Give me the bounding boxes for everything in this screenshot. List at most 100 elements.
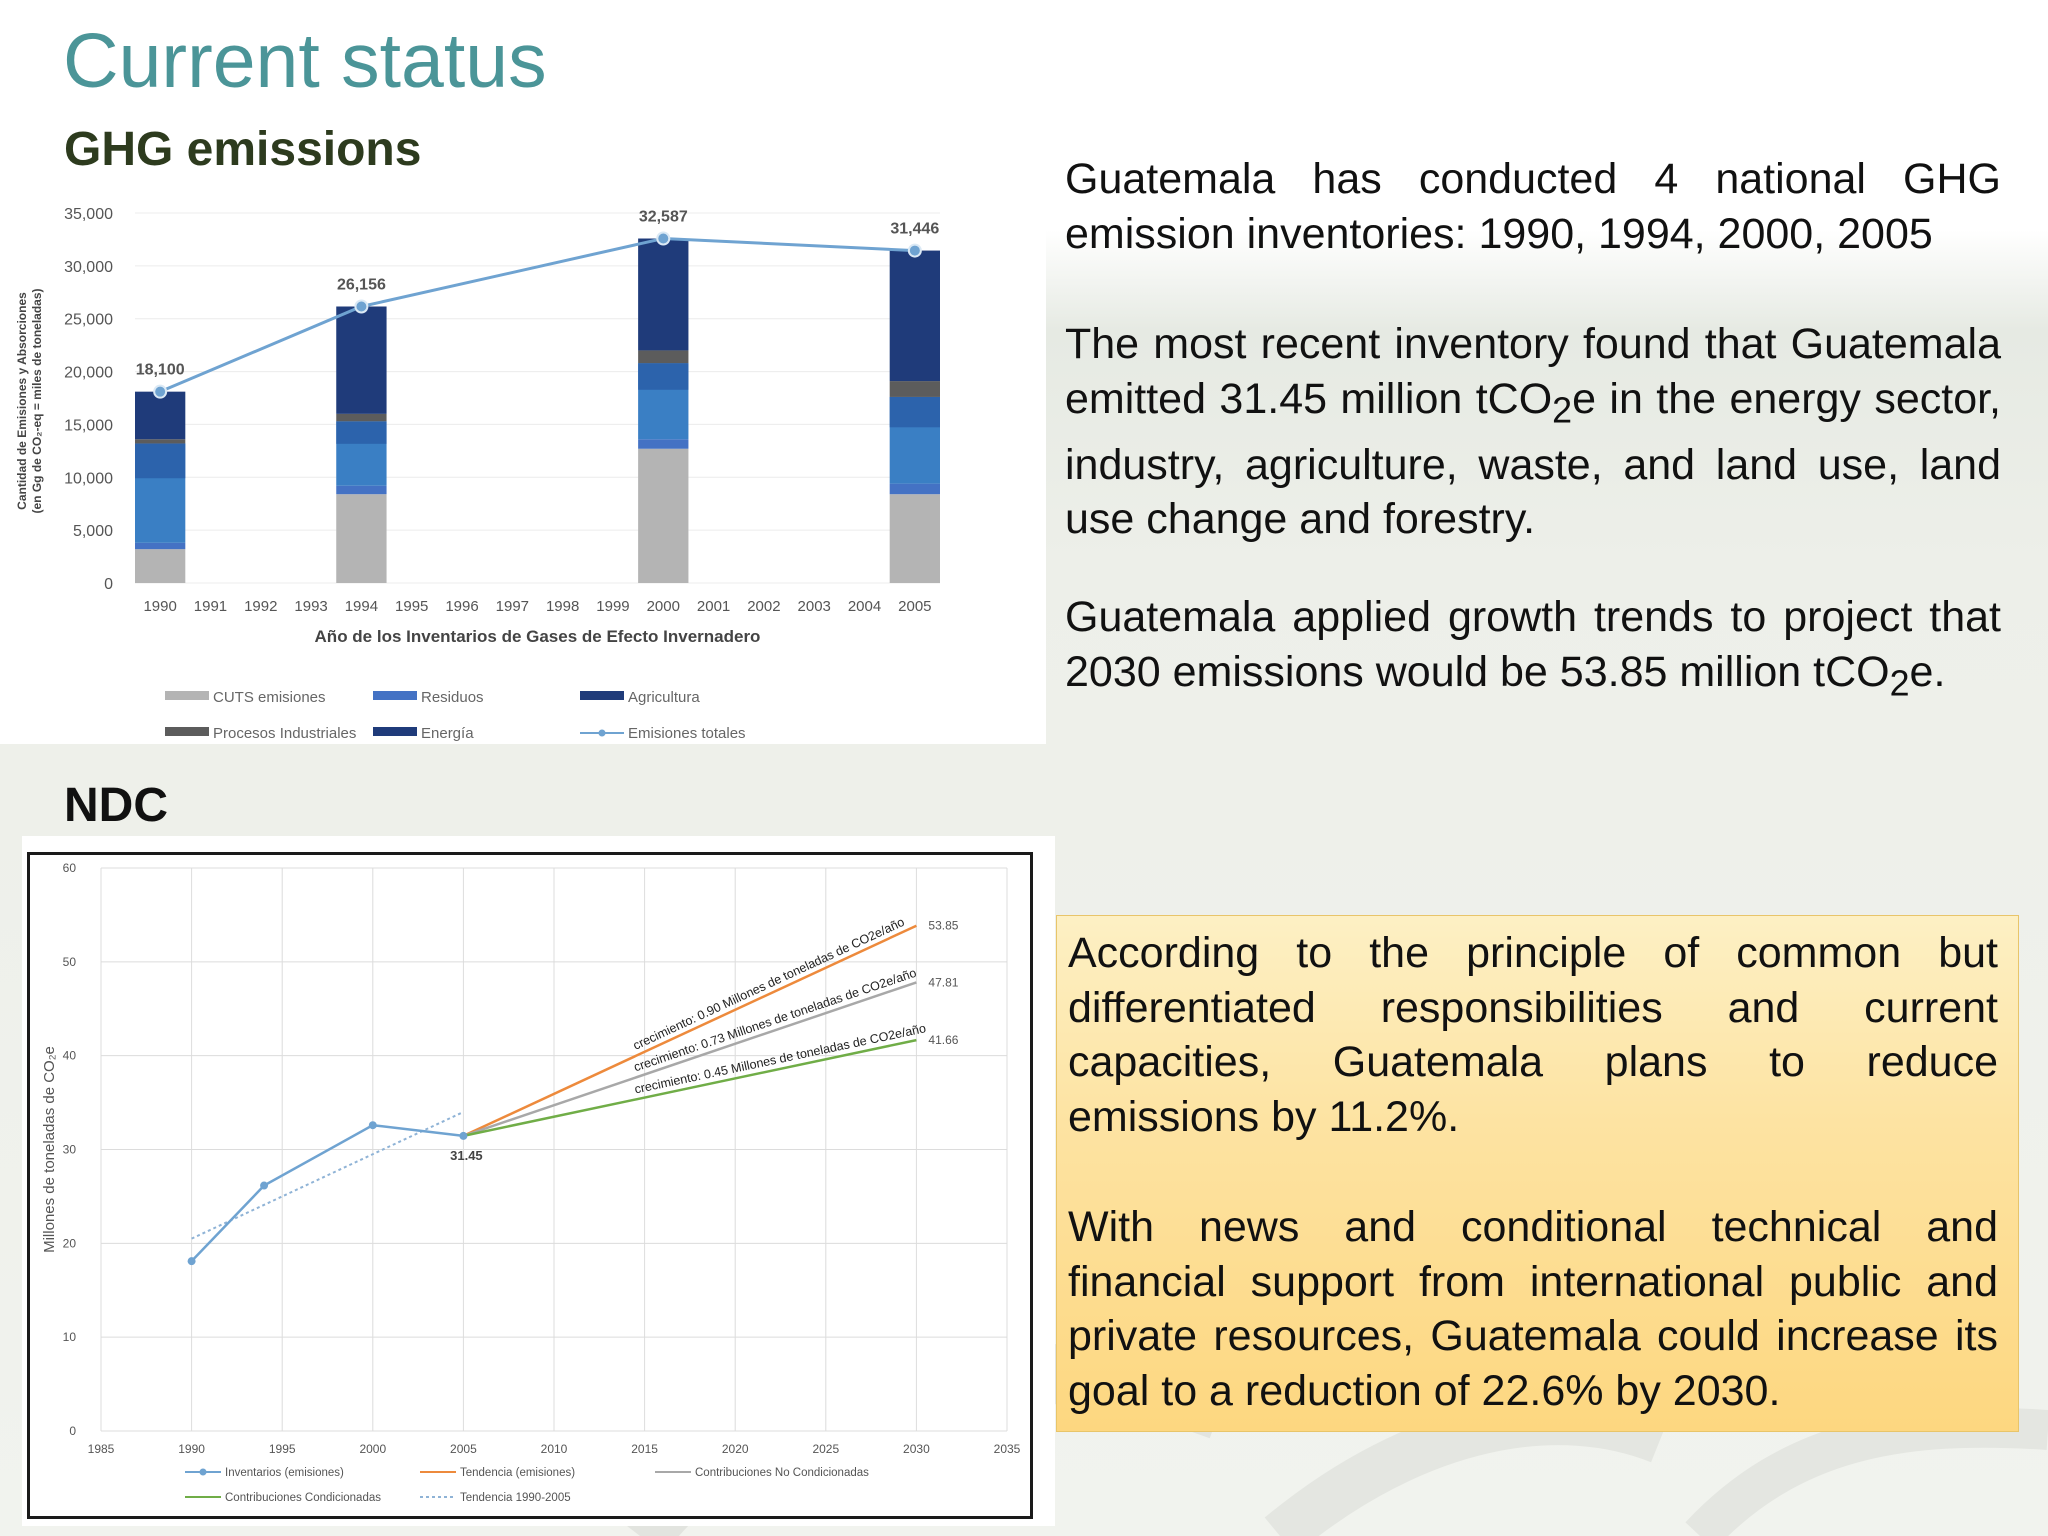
legend-swatch-marker bbox=[598, 729, 606, 737]
co2-subscript: 2 bbox=[1889, 663, 1910, 704]
total-emissions-point bbox=[153, 384, 168, 399]
y-axis-title: Cantidad de Emisiones y Absorciones bbox=[15, 292, 29, 510]
y-tick-label: 10,000 bbox=[64, 470, 113, 487]
x-tick-label: 2000 bbox=[359, 1442, 386, 1456]
data-label: 31.45 bbox=[450, 1148, 483, 1163]
bar-segment-cuts-emisiones bbox=[135, 549, 186, 583]
x-tick-label: 1993 bbox=[294, 598, 327, 615]
y-tick-label: 60 bbox=[63, 861, 77, 875]
x-tick-label: 1998 bbox=[546, 598, 579, 615]
bar-segment-cuts-emisiones bbox=[889, 494, 940, 583]
data-label: 53.85 bbox=[928, 919, 958, 933]
legend-label: Emisiones totales bbox=[628, 725, 746, 742]
x-tick-label: 1995 bbox=[269, 1442, 296, 1456]
x-tick-label: 2005 bbox=[898, 598, 931, 615]
inventory-point bbox=[368, 1121, 377, 1130]
legend-swatch bbox=[165, 691, 209, 700]
x-tick-label: 2025 bbox=[812, 1442, 839, 1456]
legend-label: Tendencia 1990-2005 bbox=[460, 1492, 571, 1504]
x-tick-label: 2030 bbox=[903, 1442, 930, 1456]
bar-segment-residuos bbox=[135, 542, 186, 550]
inventory-point bbox=[459, 1131, 468, 1140]
bar-segment-residuos bbox=[336, 485, 387, 495]
ghg-emissions-heading: GHG emissions bbox=[64, 123, 422, 176]
x-tick-label: 1991 bbox=[194, 598, 227, 615]
bar-segment-residuos bbox=[889, 483, 940, 495]
legend-swatch bbox=[580, 691, 624, 700]
x-tick-label: 2035 bbox=[994, 1442, 1021, 1456]
inventory-point bbox=[187, 1257, 196, 1266]
inventories-paragraph: Guatemala has conducted 4 national GHG e… bbox=[1065, 155, 2001, 258]
bar-segment-shade bbox=[135, 443, 186, 479]
y-tick-label: 20 bbox=[63, 1236, 77, 1250]
total-emissions-label: 32,587 bbox=[639, 209, 688, 226]
x-axis-title: Año de los Inventarios de Gases de Efect… bbox=[315, 627, 761, 646]
x-tick-label: 2004 bbox=[848, 598, 881, 615]
data-label: 47.81 bbox=[928, 975, 958, 989]
x-tick-label: 1997 bbox=[496, 598, 529, 615]
data-label: 41.66 bbox=[928, 1033, 958, 1047]
bar-segment-cuts-emisiones bbox=[638, 448, 689, 583]
y-tick-label: 0 bbox=[104, 576, 113, 593]
y-axis-title-units: (en Gg de CO₂-eq = miles de toneladas) bbox=[30, 288, 44, 513]
y-tick-label: 30 bbox=[63, 1143, 77, 1157]
x-tick-label: 1994 bbox=[345, 598, 378, 615]
legend-label: Agricultura bbox=[628, 689, 700, 706]
ndc-highlight-box bbox=[1056, 915, 2019, 1432]
y-tick-label: 30,000 bbox=[64, 259, 113, 276]
x-tick-label: 1990 bbox=[143, 598, 176, 615]
recent-inventory-text-b: e in the energy sector, industry, agricu… bbox=[1065, 374, 2002, 544]
bar-segment-procesos-industriales bbox=[336, 413, 387, 422]
slide-title: Current status bbox=[63, 18, 547, 104]
legend-swatch bbox=[165, 727, 209, 736]
reduction-commitment-paragraph: According to the principle of common but… bbox=[1068, 929, 1998, 1141]
x-tick-label: 2010 bbox=[541, 1442, 568, 1456]
series-line-tendencia-1990-2005 bbox=[191, 1111, 464, 1240]
y-tick-label: 40 bbox=[63, 1049, 77, 1063]
legend-label: Procesos Industriales bbox=[213, 725, 356, 742]
x-tick-label: 2005 bbox=[450, 1442, 477, 1456]
total-emissions-point bbox=[907, 243, 922, 258]
projection-paragraph: Guatemala applied growth trends to proje… bbox=[1065, 590, 2001, 711]
total-emissions-label: 31,446 bbox=[890, 221, 939, 238]
bar-segment-energia bbox=[638, 238, 689, 351]
y-tick-label: 35,000 bbox=[64, 206, 113, 223]
legend-swatch bbox=[373, 727, 417, 736]
y-tick-label: 15,000 bbox=[64, 417, 113, 434]
ghg-emissions-chart: 0 5,000 10,000 15,000 20,000 25,000 30,000 35,0… bbox=[15, 206, 940, 742]
conditional-support-paragraph: With news and conditional technical and … bbox=[1068, 1203, 1998, 1415]
y-tick-label: 20,000 bbox=[64, 365, 113, 382]
y-tick-label: 50 bbox=[63, 955, 77, 969]
x-tick-label: 2001 bbox=[697, 598, 730, 615]
bar-segment-energia bbox=[336, 306, 387, 414]
bar-segment-shade bbox=[889, 396, 940, 428]
x-tick-label: 1990 bbox=[178, 1442, 205, 1456]
x-tick-label: 2020 bbox=[722, 1442, 749, 1456]
y-tick-label: 0 bbox=[69, 1424, 76, 1438]
total-emissions-point bbox=[354, 299, 369, 314]
x-tick-label: 2015 bbox=[631, 1442, 658, 1456]
legend-label: Contribuciones Condicionadas bbox=[225, 1492, 381, 1504]
ndc-projection-chart: 1985 1990 1995 2000 2005 2010 2015 2020 2025 2030… bbox=[41, 861, 1021, 1504]
legend-label: CUTS emisiones bbox=[213, 689, 326, 706]
y-tick-label: 25,000 bbox=[64, 312, 113, 329]
y-tick-label: 5,000 bbox=[73, 523, 113, 540]
total-emissions-label: 26,156 bbox=[337, 276, 386, 293]
series-line-tendencia-emisiones- bbox=[462, 924, 917, 1138]
legend-label: Residuos bbox=[421, 689, 484, 706]
series-line-contribuciones-condicionadas bbox=[463, 1038, 917, 1138]
legend-label: Energía bbox=[421, 725, 474, 742]
x-tick-label: 1995 bbox=[395, 598, 428, 615]
x-tick-label: 2000 bbox=[647, 598, 680, 615]
bar-segment-energia bbox=[135, 391, 186, 440]
legend-swatch bbox=[373, 691, 417, 700]
x-tick-label: 2003 bbox=[798, 598, 831, 615]
ghg-emissions-chart-panel: 0 5,000 10,000 15,000 20,000 25,000 30,000 35,0… bbox=[0, 196, 1046, 744]
total-emissions-point bbox=[656, 231, 671, 246]
bar-segment-residuos bbox=[638, 439, 689, 449]
total-emissions-line bbox=[159, 237, 915, 394]
recent-inventory-text-a: The most recent inventory found that Gua… bbox=[1065, 320, 2001, 423]
ndc-chart-frame: 1985 1990 1995 2000 2005 2010 2015 2020 2025 2030… bbox=[27, 852, 1033, 1519]
series-line-inventarios-emisiones- bbox=[190, 1123, 464, 1263]
bar-segment-procesos-industriales bbox=[638, 350, 689, 364]
